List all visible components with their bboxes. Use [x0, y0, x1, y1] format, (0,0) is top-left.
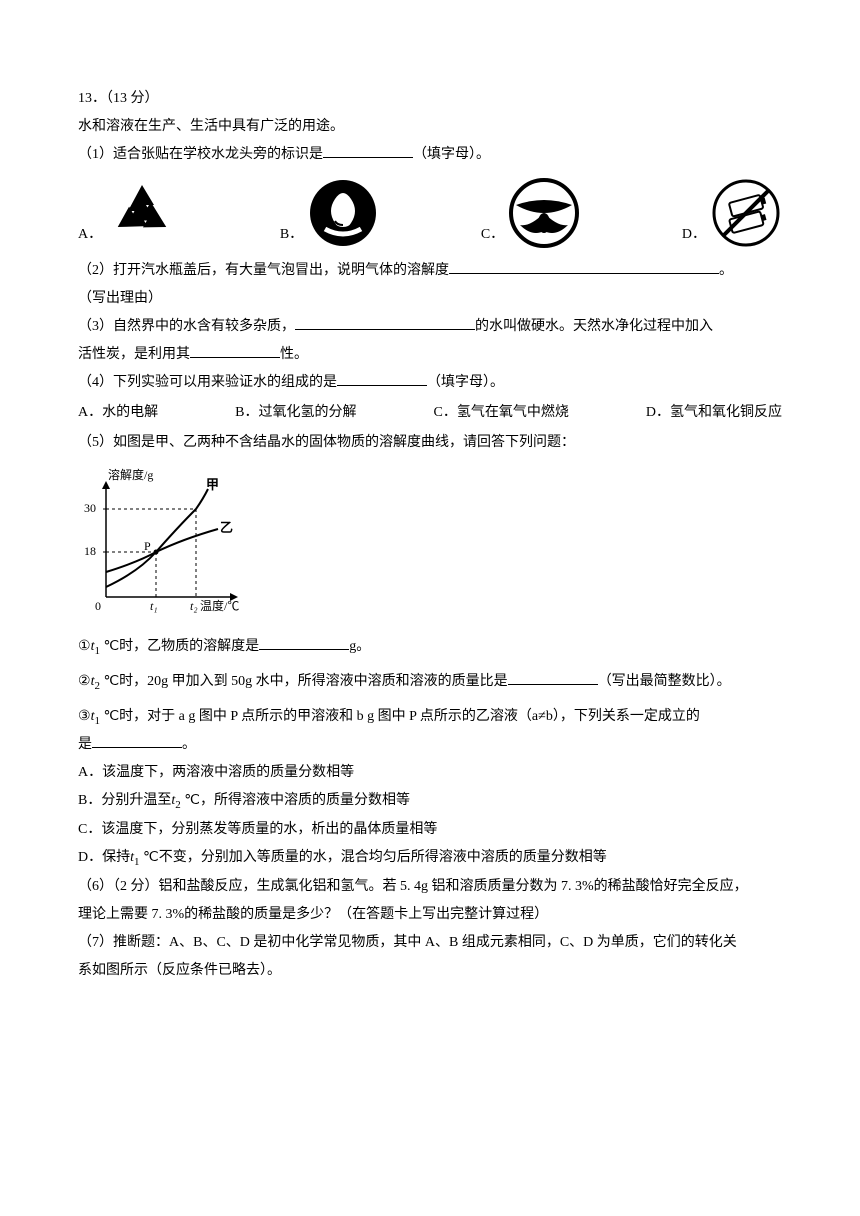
p2-text-a: （2）打开汽水瓶盖后，有大量气泡冒出，说明气体的溶解度	[78, 263, 449, 278]
p5-optB: B．分别升温至t2 ℃，所得溶液中溶质的质量分数相等	[78, 787, 782, 816]
svg-text:温度/℃: 温度/℃	[200, 598, 239, 613]
p4-option-b: B．过氧化氢的分解	[235, 399, 356, 427]
p3-line-a: （3）自然界中的水含有较多杂质， 的水叫做硬水。天然水净化过程中加入	[78, 313, 782, 341]
p5-optA: A．该温度下，两溶液中溶质的质量分数相等	[78, 759, 782, 787]
p3-suffix: 性。	[280, 347, 308, 362]
p2-suffix: 。	[719, 263, 733, 278]
p1-option-c: C．	[481, 177, 580, 249]
svg-text:30: 30	[84, 501, 96, 515]
svg-text:t₂: t₂	[190, 599, 198, 613]
p5-q2: ②t2 ℃时，20g 甲加入到 50g 水中，所得溶液中溶质和溶液的质量比是（写…	[78, 668, 782, 697]
p3-text-b: 的水叫做硬水。天然水净化过程中加入	[475, 319, 713, 334]
p5-q1-b: ℃时，乙物质的溶解度是	[100, 639, 259, 654]
p5-optB-b: ℃，所得溶液中溶质的质量分数相等	[181, 793, 410, 808]
p3-blank-2	[190, 343, 280, 358]
p7-b: 系如图所示（反应条件已略去）。	[78, 957, 782, 985]
opt-a-label: A．	[78, 221, 102, 249]
svg-text:P: P	[144, 539, 151, 553]
water-drop-icon	[307, 177, 379, 249]
p5-q1-a: ①	[78, 639, 91, 654]
p1-suffix: （填字母）。	[413, 147, 490, 162]
p5-optD-b: ℃不变，分别加入等质量的水，混合均匀后所得溶液中溶质的质量分数相等	[140, 850, 607, 865]
p4-option-d: D．氢气和氧化铜反应	[646, 399, 782, 427]
p5-q3-b: ℃时，对于 a g 图中 P 点所示的甲溶液和 b g 图中 P 点所示的乙溶液…	[100, 709, 700, 724]
p5-optC: C．该温度下，分别蒸发等质量的水，析出的晶体质量相等	[78, 816, 782, 844]
p1-option-a: A．	[78, 177, 178, 249]
svg-text:甲: 甲	[206, 477, 219, 492]
svg-text:18: 18	[84, 544, 96, 558]
p5-q3-c-text: 是	[78, 737, 92, 752]
svg-text:t₁: t₁	[150, 599, 158, 613]
solubility-chart: 溶解度/g 30 18 甲 乙 P 0 t₁ t₂ 温度/℃	[78, 467, 248, 617]
green-food-icon	[508, 177, 580, 249]
p5-text: （5）如图是甲、乙两种不含结晶水的固体物质的溶解度曲线，请回答下列问题：	[78, 429, 782, 457]
p5-q2-a: ②	[78, 674, 91, 689]
p5-optB-a: B．分别升温至	[78, 793, 171, 808]
no-battery-icon	[710, 177, 782, 249]
p4-suffix: （填字母）。	[427, 375, 504, 390]
p4-option-a: A．水的电解	[78, 399, 158, 427]
p5-q1-suffix: g。	[349, 639, 370, 654]
p5-q2-blank	[508, 669, 598, 684]
p4-options: A．水的电解 B．过氧化氢的分解 C．氢气在氧气中燃烧 D．氢气和氧化铜反应	[78, 399, 782, 427]
p5-q1: ①t1 ℃时，乙物质的溶解度是g。	[78, 633, 782, 662]
p7-a: （7）推断题：A、B、C、D 是初中化学常见物质，其中 A、B 组成元素相同，C…	[78, 929, 782, 957]
opt-b-label: B．	[280, 221, 303, 249]
p2-reason: （写出理由）	[78, 285, 782, 313]
p5-q3-blank	[92, 733, 182, 748]
svg-text:0: 0	[95, 599, 101, 613]
p6-b: 理论上需要 7. 3%的稀盐酸的质量是多少？（在答题卡上写出完整计算过程）	[78, 901, 782, 929]
p6-a: （6）（2 分）铝和盐酸反应，生成氯化铝和氢气。若 5. 4g 铝和溶质质量分数…	[78, 873, 782, 901]
question-header: 13．（13 分）	[78, 85, 782, 113]
opt-c-label: C．	[481, 221, 504, 249]
p5-optD-a: D．保持	[78, 850, 130, 865]
p4-text-a: （4）下列实验可以用来验证水的组成的是	[78, 375, 337, 390]
p5-q2-b: ℃时，20g 甲加入到 50g 水中，所得溶液中溶质和溶液的质量比是	[100, 674, 508, 689]
p5-q3-suffix: 。	[182, 737, 196, 752]
p1-option-b: B．	[280, 177, 379, 249]
p5-q3-c: 是。	[78, 731, 782, 759]
p4-blank	[337, 371, 427, 386]
p1-blank	[323, 143, 413, 158]
p1-text: （1）适合张贴在学校水龙头旁的标识是 （填字母）。	[78, 141, 782, 169]
p2-line: （2）打开汽水瓶盖后，有大量气泡冒出，说明气体的溶解度 。	[78, 257, 782, 285]
p1-text-a: （1）适合张贴在学校水龙头旁的标识是	[78, 147, 323, 162]
opt-d-label: D．	[682, 221, 706, 249]
p3-line-c: 活性炭，是利用其 性。	[78, 341, 782, 369]
p4-text: （4）下列实验可以用来验证水的组成的是 （填字母）。	[78, 369, 782, 397]
recycle-icon	[106, 177, 178, 249]
p5-q3-prefix: ③	[78, 709, 91, 724]
chart-y-label: 溶解度/g	[108, 467, 153, 482]
p2-blank	[449, 259, 719, 274]
p5-q3-a: ③t1 ℃时，对于 a g 图中 P 点所示的甲溶液和 b g 图中 P 点所示…	[78, 703, 782, 732]
p3-text-a: （3）自然界中的水含有较多杂质，	[78, 319, 295, 334]
p5-q1-blank	[259, 635, 349, 650]
svg-text:乙: 乙	[220, 520, 233, 535]
p4-option-c: C．氢气在氧气中燃烧	[434, 399, 569, 427]
p3-blank-1	[295, 315, 475, 330]
question-intro: 水和溶液在生产、生活中具有广泛的用途。	[78, 113, 782, 141]
p5-q2-suffix: （写出最简整数比）。	[598, 674, 731, 689]
p5-optD: D．保持t1 ℃不变，分别加入等质量的水，混合均匀后所得溶液中溶质的质量分数相等	[78, 844, 782, 873]
p1-options: A． B． C．	[78, 177, 782, 249]
p1-option-d: D．	[682, 177, 782, 249]
p3-text-c: 活性炭，是利用其	[78, 347, 190, 362]
